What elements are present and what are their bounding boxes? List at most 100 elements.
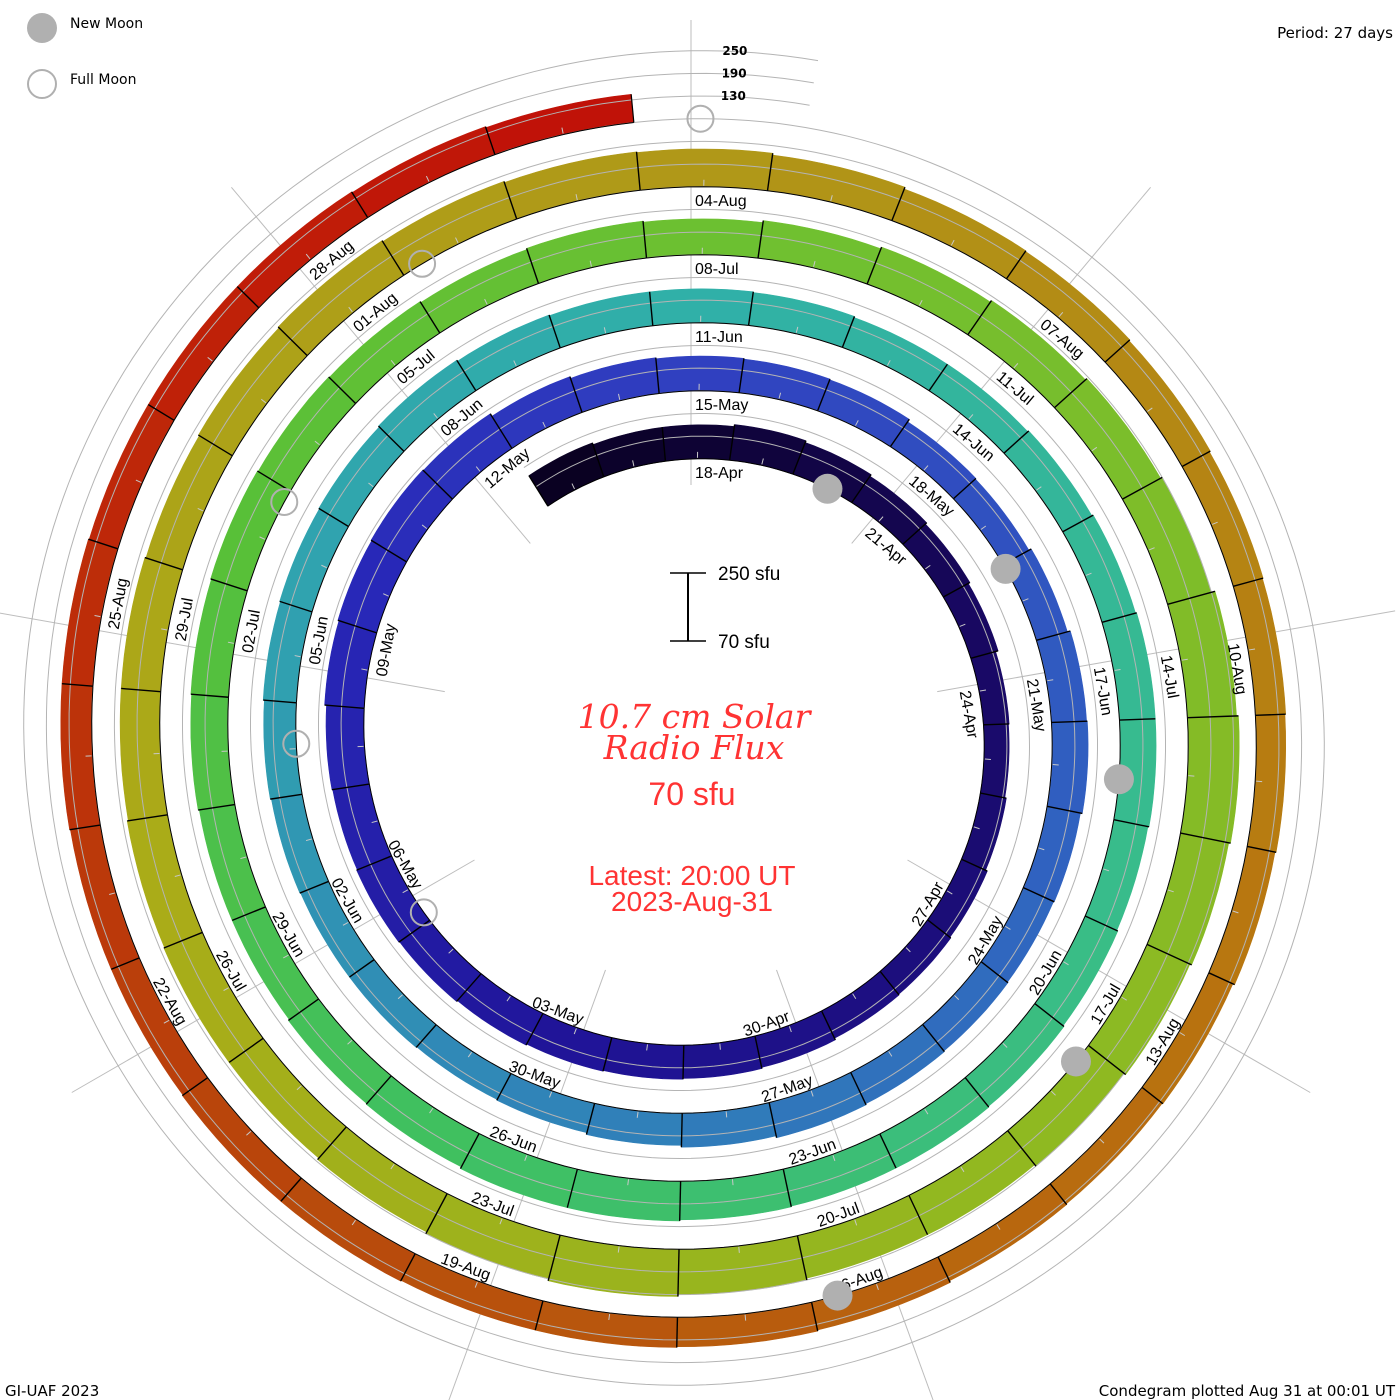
bar-inner-edge (542, 1300, 678, 1318)
flux-bar-day (1084, 819, 1149, 931)
bar-separator (378, 425, 405, 452)
bar-inner-edge (542, 1012, 612, 1039)
bar-separator (299, 880, 329, 894)
bar-inner-edge (953, 498, 1004, 565)
bar-separator (422, 469, 453, 500)
day-tick (314, 440, 320, 446)
bar-inner-edge (207, 1077, 302, 1179)
day-tick (1114, 669, 1121, 671)
new-moon-marker (812, 473, 843, 504)
day-tick (731, 1179, 734, 1186)
day-tick (617, 1246, 620, 1253)
day-tick (888, 1051, 893, 1057)
day-tick (973, 826, 980, 830)
bar-separator (585, 1103, 596, 1135)
bar-separator (569, 376, 583, 413)
bar-separator (121, 687, 161, 693)
flux-bar-day (1246, 713, 1287, 853)
day-tick (296, 1085, 302, 1091)
bar-inner-edge (942, 596, 972, 659)
bar-separator (547, 1234, 561, 1281)
bar-inner-edge (1046, 722, 1053, 807)
flux-bar-day (420, 249, 539, 334)
day-tick (1013, 363, 1019, 369)
day-tick (425, 175, 430, 182)
bar-separator (1101, 612, 1137, 623)
bar-separator (1181, 450, 1211, 468)
day-tick (484, 298, 488, 305)
bar-separator (337, 619, 377, 634)
bar-inner-edge (928, 390, 1005, 454)
bar-separator (850, 1072, 867, 1106)
full-moon-legend-icon (27, 69, 57, 99)
bar-separator (277, 326, 308, 357)
bar-separator (591, 442, 605, 478)
bar-inner-edge (1167, 604, 1188, 718)
bar-inner-edge (480, 973, 544, 1014)
day-tick (94, 614, 101, 618)
day-tick (135, 479, 142, 484)
bar-separator (866, 246, 883, 285)
bar-inner-edge (1101, 622, 1120, 721)
day-tick (1181, 658, 1188, 661)
day-tick (1058, 311, 1064, 318)
bar-inner-edge (680, 1168, 784, 1182)
day-tick (1148, 547, 1155, 551)
bar-separator (980, 792, 1007, 799)
bar-separator (879, 970, 900, 996)
day-tick (788, 1026, 792, 1033)
bar-separator (288, 998, 320, 1021)
bar-inner-edge (577, 1168, 681, 1182)
bar-inner-edge (970, 658, 984, 725)
bar-separator (356, 855, 392, 871)
bar-separator (1087, 1044, 1127, 1076)
day-tick (390, 360, 396, 366)
day-tick (996, 1224, 1001, 1230)
day-tick (959, 623, 966, 627)
new-moon-marker (822, 1280, 853, 1311)
new-moon-legend-icon (27, 13, 57, 43)
day-tick (342, 921, 349, 926)
bar-inner-edge (1054, 407, 1123, 500)
bar-separator (902, 522, 928, 545)
bar-separator (655, 357, 660, 394)
bar-inner-edge (879, 919, 928, 972)
flux-bar-day (325, 704, 370, 791)
day-tick (361, 668, 368, 671)
bar-inner-edge (435, 1024, 512, 1074)
full-moon-marker (270, 488, 299, 517)
bar-separator (889, 418, 910, 448)
bar-separator (851, 474, 872, 504)
scale-bar-top-label: 250 sfu (718, 564, 780, 585)
bar-separator (879, 1133, 897, 1169)
day-tick (1085, 572, 1092, 576)
bar-separator (317, 1126, 347, 1161)
bar-inner-edge (908, 1130, 1009, 1196)
bar-inner-edge (228, 590, 248, 698)
bar-inner-edge (1003, 452, 1064, 533)
bar-separator (927, 919, 952, 939)
bar-inner-edge (842, 346, 930, 392)
bar-inner-edge (665, 458, 730, 462)
bar-separator (810, 1302, 819, 1332)
day-tick (830, 195, 833, 202)
bar-separator (677, 1249, 680, 1297)
bar-inner-edge (1087, 944, 1148, 1046)
flux-bar-day (198, 804, 266, 921)
day-tick (223, 987, 230, 991)
bar-inner-edge (1104, 361, 1183, 467)
day-tick (761, 458, 764, 465)
day-tick (1232, 910, 1239, 914)
latest-date-label: 2023-Aug-31 (611, 886, 773, 917)
day-tick (421, 524, 428, 530)
bar-inner-edge (677, 1301, 812, 1318)
day-tick (1002, 1042, 1008, 1048)
bar-separator (400, 1253, 416, 1282)
day-tick (918, 299, 923, 306)
flux-bar-day (649, 288, 754, 327)
day-tick (855, 420, 859, 426)
flux-bar-day (952, 478, 1030, 565)
bar-inner-edge (182, 455, 233, 570)
footer-credit: GI-UAF 2023 (5, 1382, 99, 1400)
flux-bar-day (842, 317, 948, 392)
